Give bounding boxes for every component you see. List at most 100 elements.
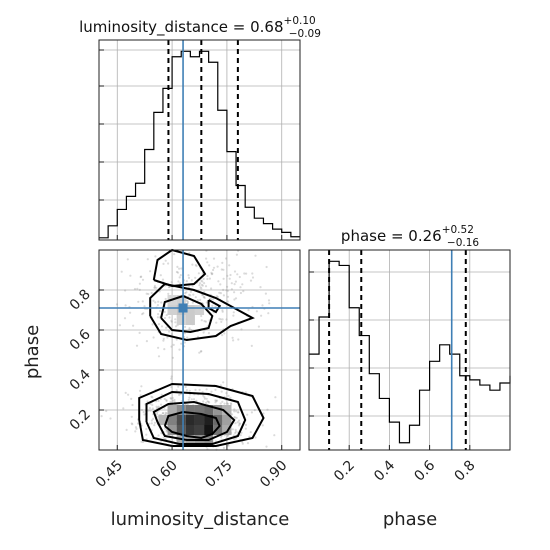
sample-point [141,300,144,303]
sample-point [253,409,256,412]
sample-point [172,343,175,346]
sample-point [221,261,224,264]
sample-point [190,328,193,332]
sample-point [222,294,225,297]
sample-point [151,396,154,399]
sample-point [140,385,143,388]
sample-point [243,272,246,275]
sample-point [205,388,208,391]
sample-point [249,279,253,282]
sample-point [208,401,211,404]
sample-point [154,301,157,304]
panel-frame [308,249,511,451]
sample-point [203,296,206,300]
sample-point [222,381,225,384]
sample-point [156,415,159,418]
sample-point [115,303,119,306]
sample-point [187,398,190,401]
sample-point [194,388,197,391]
sample-point [164,259,167,262]
sample-point [226,402,229,405]
density-cell [176,315,186,325]
y-tick-label: 0.4 [67,366,94,393]
sample-point [124,391,127,394]
sample-point [188,293,191,296]
sample-point [217,280,220,283]
sample-point [145,292,148,295]
sample-point [130,415,133,418]
sample-point [212,298,215,301]
sample-point [189,294,192,297]
sample-point [157,313,160,316]
sample-point [192,398,196,401]
sample-point [145,427,148,431]
panel-frame [98,39,301,241]
sample-point [140,408,144,412]
sample-point [244,423,248,426]
sample-point [190,279,193,282]
sample-point [187,274,190,277]
density-cell [204,405,214,415]
sample-point [210,297,213,301]
sample-point [215,321,218,324]
sample-point [100,415,103,418]
density-contour [163,410,221,440]
sample-point [234,430,238,433]
sample-point [221,400,224,403]
sample-point [161,412,164,415]
sample-point [221,334,224,337]
density-contour [145,390,247,445]
sample-point [202,394,205,397]
sample-point [241,442,244,445]
sample-point [151,407,154,410]
sample-point [242,290,245,293]
sample-point [203,295,206,298]
sample-point [164,411,167,414]
sample-point [250,344,253,347]
sample-point [160,403,163,406]
sample-point [185,291,188,294]
sample-point [202,400,205,403]
sample-point [167,262,170,265]
sample-point [257,325,260,328]
density-cell [222,415,232,425]
sample-point [184,385,187,389]
x-tick-label: 0.2 [331,458,358,485]
sample-point [165,399,168,402]
sample-point [226,285,229,288]
sample-point [206,261,209,264]
sample-point [236,273,239,276]
sample-point [170,320,173,323]
title-phase-plus: +0.52 [442,224,474,236]
sample-point [162,262,165,265]
sample-point [173,398,176,402]
sample-point [175,270,178,274]
title-phase-prefix: phase = [341,227,408,245]
sample-point [234,280,237,283]
sample-point [254,254,257,257]
sample-point [185,280,188,283]
density-contour [160,294,214,334]
sample-point [135,344,139,347]
sample-point [230,282,233,285]
sample-point [255,310,258,313]
sample-point [238,422,241,425]
sample-point [141,313,144,316]
sample-point [165,326,168,329]
sample-point [237,419,241,422]
sample-point [162,412,165,415]
sample-point [164,297,167,301]
sample-point [165,412,168,415]
sample-point [170,375,173,378]
sample-point [184,325,187,328]
sample-point [157,399,160,403]
sample-point [194,296,197,299]
sample-point [191,263,194,266]
x-tick-label: 0.8 [452,458,479,485]
sample-point [265,265,268,269]
sample-point [210,390,213,393]
sample-point [109,417,112,420]
sample-point [138,282,141,285]
sample-point [184,292,187,295]
sample-point [205,257,208,260]
